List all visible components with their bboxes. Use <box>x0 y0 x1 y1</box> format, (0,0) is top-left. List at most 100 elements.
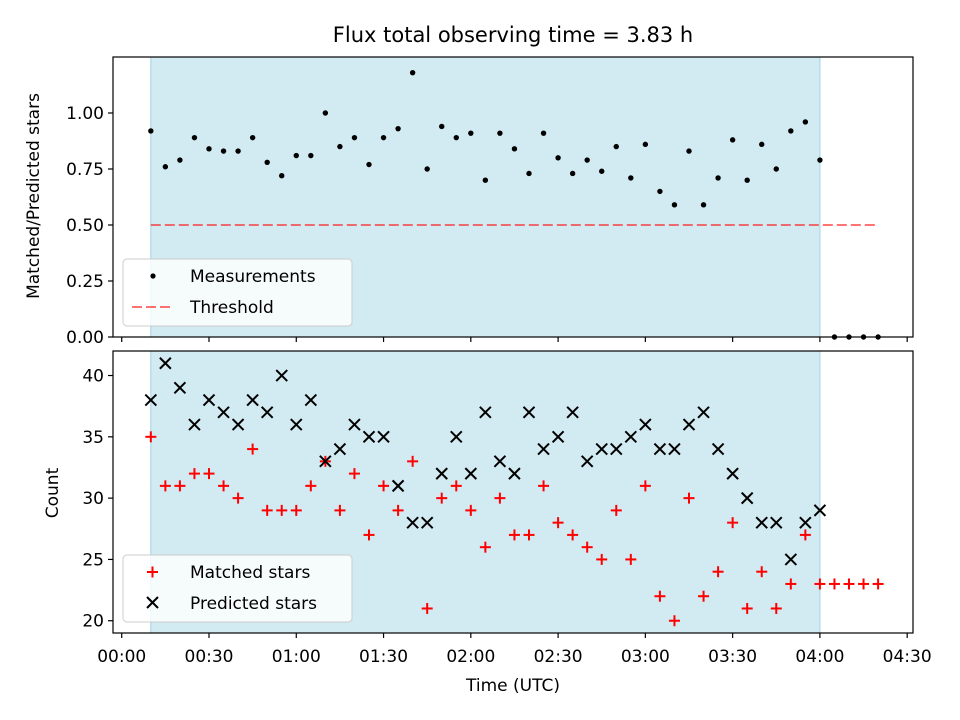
matched-stars-series <box>145 431 884 627</box>
measurement-point <box>773 166 779 172</box>
measurement-point <box>802 119 809 125</box>
predicted-star-point <box>159 357 172 370</box>
predicted-star-point <box>580 455 594 468</box>
measurement-point <box>744 177 750 183</box>
x-tick-label: 00:30 <box>185 647 234 667</box>
matched-star-point <box>858 578 870 590</box>
x-tick-label: 01:00 <box>272 647 321 667</box>
predicted-star-point <box>551 430 565 444</box>
matched-star-point <box>407 455 419 467</box>
legend-predicted-marker <box>146 596 159 609</box>
y-tick-label: 25 <box>82 550 104 570</box>
predicted-star-point <box>246 393 259 407</box>
legend-measurements-marker <box>150 273 156 279</box>
matched-star-point <box>363 529 375 541</box>
predicted-star-point <box>770 516 783 529</box>
predicted-star-point <box>711 442 725 456</box>
measurement-point <box>657 188 663 195</box>
measurement-point <box>497 130 503 136</box>
measurement-point <box>264 159 270 165</box>
predicted-star-point <box>290 418 303 431</box>
predicted-star-point <box>217 406 230 419</box>
measurement-point <box>715 175 721 181</box>
x-tick-label: 01:30 <box>359 647 408 667</box>
matched-star-point <box>203 468 215 480</box>
predicted-star-point <box>479 406 492 419</box>
predicted-star-point <box>726 467 739 480</box>
matched-star-point <box>683 492 695 504</box>
matched-star-point <box>538 480 550 492</box>
predicted-star-point <box>348 418 361 431</box>
bottom-panel: Count Time (UTC) 20 25 30 35 40 00:00 00:30 01… <box>43 350 932 696</box>
predicted-star-point <box>740 491 754 505</box>
matched-star-point <box>799 529 811 541</box>
matched-star-point <box>843 578 855 590</box>
predicted-star-point <box>493 455 507 468</box>
predicted-star-point <box>435 467 448 480</box>
matched-star-point <box>610 504 622 516</box>
measurement-point <box>468 130 474 136</box>
bottom-ylabel: Count <box>43 467 63 518</box>
matched-star-point <box>698 590 710 602</box>
predicted-star-point <box>639 418 652 431</box>
predicted-stars-series <box>144 357 827 566</box>
y-tick-label: 0.75 <box>66 160 104 180</box>
matched-star-point <box>508 529 520 541</box>
matched-star-point <box>378 480 390 492</box>
top-axes-frame <box>112 56 914 338</box>
predicted-star-point <box>391 479 405 493</box>
matched-star-point <box>348 468 360 480</box>
measurement-point <box>729 137 736 143</box>
predicted-star-point <box>595 442 608 456</box>
x-tick-label: 03:30 <box>708 647 757 667</box>
matched-star-point <box>654 590 666 602</box>
predicted-star-point <box>755 516 768 529</box>
matched-star-point <box>436 492 448 504</box>
bottom-x-ticks: 00:00 00:30 01:00 01:30 02:00 02:30 03:00 03:30… <box>97 633 932 667</box>
x-tick-label: 04:00 <box>795 647 844 667</box>
measurement-point <box>380 134 387 141</box>
predicted-star-point <box>362 430 376 444</box>
predicted-star-point <box>610 442 623 456</box>
x-tick-label: 02:00 <box>446 647 495 667</box>
predicted-star-point <box>537 442 550 456</box>
measurements-series <box>148 69 881 340</box>
matched-star-point <box>421 602 433 614</box>
matched-star-point <box>712 566 724 578</box>
matched-star-point <box>523 529 535 541</box>
predicted-star-point <box>377 430 390 444</box>
measurement-point <box>671 202 678 208</box>
matched-star-point <box>276 504 288 516</box>
legend-matched-label: Matched stars <box>190 563 310 583</box>
measurement-point <box>366 161 372 168</box>
matched-star-point <box>218 480 230 492</box>
matched-star-point <box>494 492 506 504</box>
y-tick-label: 0.50 <box>66 216 104 236</box>
x-tick-label: 00:00 <box>97 647 146 667</box>
y-tick-label: 0.25 <box>66 272 104 292</box>
measurement-point <box>337 143 343 150</box>
matched-star-point <box>756 566 768 578</box>
matched-star-point <box>479 541 491 553</box>
measurement-point <box>279 173 285 179</box>
matched-star-point <box>145 431 157 443</box>
matched-star-point <box>232 492 244 504</box>
matched-star-point <box>305 480 317 492</box>
matched-star-point <box>872 578 884 590</box>
predicted-star-point <box>799 516 812 529</box>
measurement-point <box>308 152 314 159</box>
legend-predicted-label: Predicted stars <box>190 594 317 614</box>
matched-star-point <box>465 504 477 516</box>
matched-star-point <box>334 504 346 516</box>
predicted-star-point <box>624 430 638 444</box>
top-legend-box <box>122 258 353 327</box>
measurement-point <box>584 157 590 163</box>
bottom-y-ticks: 20 25 30 35 40 <box>82 367 113 632</box>
measurement-point <box>700 202 707 208</box>
matched-star-point <box>290 504 302 516</box>
bottom-legend-box <box>122 554 353 623</box>
predicted-star-point <box>188 418 201 431</box>
predicted-star-point <box>260 406 274 419</box>
matched-star-point <box>247 443 259 455</box>
